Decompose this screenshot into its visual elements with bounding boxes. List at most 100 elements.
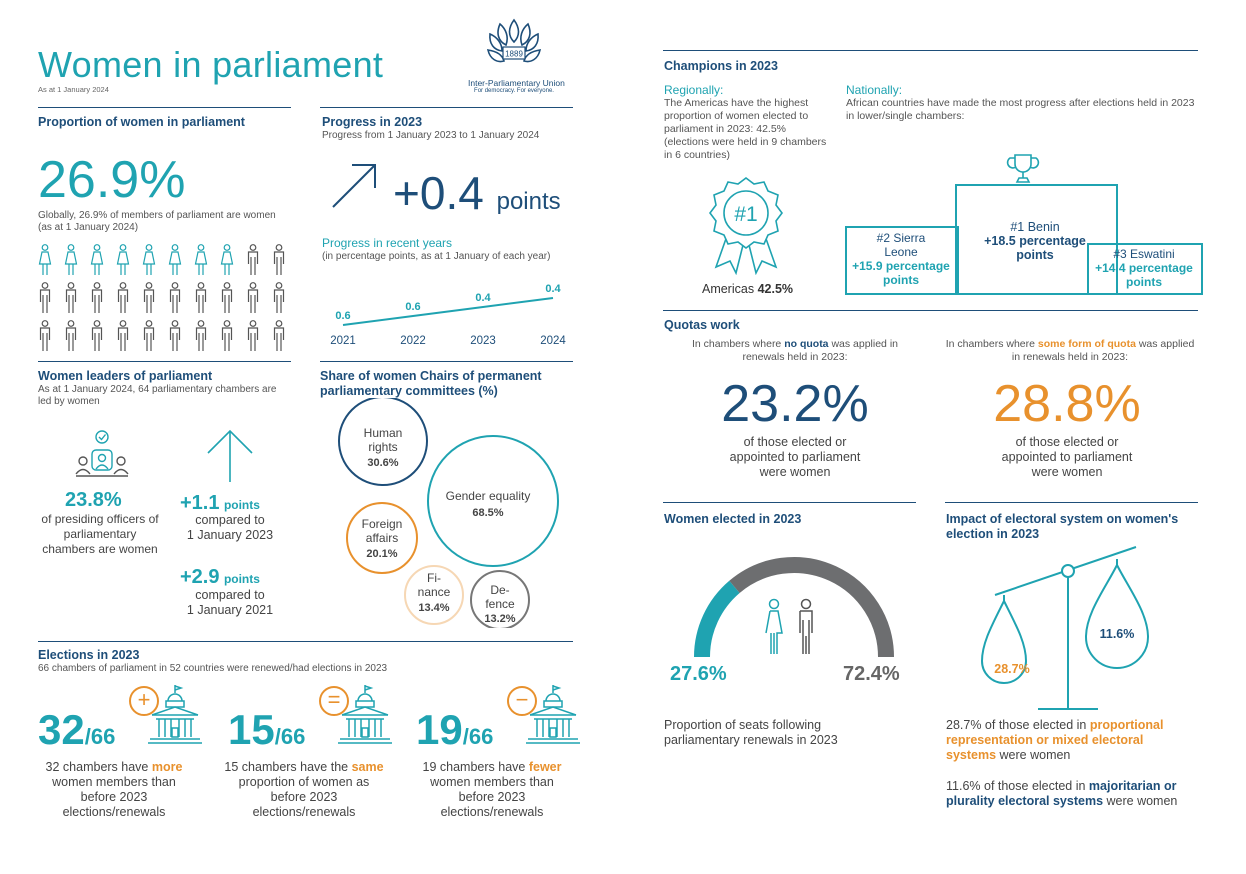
trophy-icon — [1006, 152, 1040, 191]
progress-data-label: 0.6 — [335, 310, 350, 322]
woman-icon — [116, 244, 130, 276]
rule-proportion — [38, 107, 291, 108]
recent-heading: Progress in recent years — [322, 236, 453, 250]
change1-value: +1.1 — [180, 492, 220, 514]
elections-sub: 66 chambers of parliament in 52 countrie… — [38, 663, 388, 674]
progress-heading: Progress in 2023 — [322, 115, 423, 129]
man-icon — [246, 320, 260, 352]
elections-heading: Elections in 2023 — [38, 648, 140, 662]
election-desc-post: proportion of women as before 2023 elect… — [238, 775, 370, 819]
man-icon — [168, 320, 182, 352]
women-men-icon — [760, 598, 824, 663]
impact-heading: Impact of electoral system on women's el… — [946, 512, 1179, 541]
bubble-defence — [470, 570, 530, 628]
impact-p2-post: were women — [1103, 794, 1178, 808]
election-num: 15 — [228, 706, 275, 753]
woman-icon — [38, 244, 52, 276]
org-name: Inter-Parliamentary Union — [468, 78, 565, 88]
election-desc: 15 chambers have the same proportion of … — [224, 760, 384, 820]
leaders-sub: As at 1 January 2024, 64 parliamentary c… — [38, 384, 277, 407]
progress-line-chart: 0.6 2021 0.6 2022 0.4 2023 0.4 2024 — [330, 283, 566, 347]
rule-committees — [320, 361, 573, 362]
man-icon — [142, 282, 156, 314]
man-icon — [272, 320, 286, 352]
noquota-key: no quota — [784, 338, 829, 350]
election-item: 32/66 +32 chambers have more women member… — [38, 678, 218, 828]
quota-key: some form of quota — [1037, 338, 1136, 350]
podium-third-rank: #3 Eswatini — [1113, 247, 1175, 261]
election-fraction: 15/66 — [228, 706, 305, 754]
election-desc-pre: 15 chambers have the — [224, 760, 352, 774]
man-icon — [194, 282, 208, 314]
election-desc-key: fewer — [528, 760, 562, 774]
ipu-logo: 1889 Inter-Parliamentary Union For democ… — [468, 14, 565, 94]
proportion-desc: Globally, 26.9% of members of parliament… — [38, 210, 276, 233]
bubble-label: Fi- — [427, 571, 441, 585]
women-elected-heading: Women elected in 2023 — [664, 512, 802, 526]
man-icon — [38, 320, 52, 352]
change1-desc1: compared to — [195, 513, 265, 527]
leaders-heading: Women leaders of parliament — [38, 369, 213, 383]
change-sign-icon: − — [507, 686, 537, 716]
bubble-label: Gender equality — [446, 489, 531, 503]
impact-p1-post: were women — [996, 748, 1071, 762]
women-pct: 27.6% — [670, 663, 727, 685]
podium-second-value: +15.9 percentage points — [852, 259, 950, 287]
progress-data-label: 0.4 — [545, 283, 561, 295]
election-fraction: 32/66 — [38, 706, 115, 754]
change-sign-icon: = — [319, 686, 349, 716]
presiding-officer-icon — [74, 428, 132, 489]
election-num: 32 — [38, 706, 85, 753]
rule-women-elected — [663, 502, 916, 503]
rule-leaders — [38, 361, 291, 362]
progress-number: +0.4 — [393, 167, 484, 219]
impact-p1: 28.7% of those elected in proportional r… — [946, 718, 1196, 763]
podium-second-rank: #2 Sierra Leone — [876, 231, 926, 259]
man-icon — [220, 282, 234, 314]
man-icon — [272, 244, 286, 276]
committees-bubble-chart: Human rights 30.6% Gender equality 68.5%… — [338, 398, 559, 628]
bubble-label: nance — [418, 585, 451, 599]
change2-unit: points — [223, 572, 260, 586]
americas-result: Americas 42.5% — [680, 282, 815, 296]
change1-desc2: 1 January 2023 — [186, 528, 274, 542]
election-fraction: 19/66 — [416, 706, 493, 754]
woman-icon — [194, 244, 208, 276]
noquota-post: was applied in renewals held in 2023: — [742, 338, 898, 363]
progress-data-label: 0.4 — [475, 292, 491, 304]
man-icon — [64, 320, 78, 352]
change1-unit: points — [223, 498, 260, 512]
progress-value: +0.4 points — [393, 166, 561, 220]
change-sign-icon: + — [129, 686, 159, 716]
rosette-badge-icon: #1 — [706, 175, 786, 280]
man-icon — [272, 282, 286, 314]
up-right-arrow-icon — [330, 160, 380, 215]
parliament-building-icon — [338, 685, 392, 744]
bubble-value: 30.6% — [367, 457, 398, 469]
bubble-finance — [404, 565, 464, 625]
man-icon — [194, 320, 208, 352]
woman-icon — [220, 244, 234, 276]
noquota-desc: of those elected or appointed to parliam… — [729, 435, 861, 479]
election-desc-pre: 19 chambers have — [422, 760, 529, 774]
election-item: 15/66 = 15 chambers have the same proporti… — [224, 678, 408, 828]
election-desc-post: women members than before 2023 elections… — [52, 775, 176, 819]
men-pct: 72.4% — [843, 663, 900, 685]
impact-p2-key: majoritarian or plurality electoral syst… — [946, 779, 1177, 808]
proportion-value: 26.9% — [38, 151, 186, 209]
impact-p2: 11.6% of those elected in majoritarian o… — [946, 779, 1196, 809]
woman-icon — [142, 244, 156, 276]
quota-pre: In chambers where — [945, 338, 1038, 350]
bubble-label: Human — [364, 426, 403, 440]
election-desc-post: women members than before 2023 elections… — [430, 775, 554, 819]
election-den: /66 — [462, 724, 494, 749]
page-subtitle: As at 1 January 2024 — [38, 85, 109, 94]
progress-x-tick: 2024 — [540, 335, 566, 347]
election-item: 19/66− 19 chambers have fewer women membe… — [416, 678, 596, 828]
scale-icon: 28.7% 11.6% — [980, 546, 1150, 710]
man-icon — [90, 320, 104, 352]
progress-data-label: 0.6 — [405, 301, 420, 313]
bubble-value: 13.4% — [418, 602, 449, 614]
podium-first-label: #1 Benin +18.5 percentage points — [960, 220, 1110, 262]
election-den: /66 — [274, 724, 306, 749]
